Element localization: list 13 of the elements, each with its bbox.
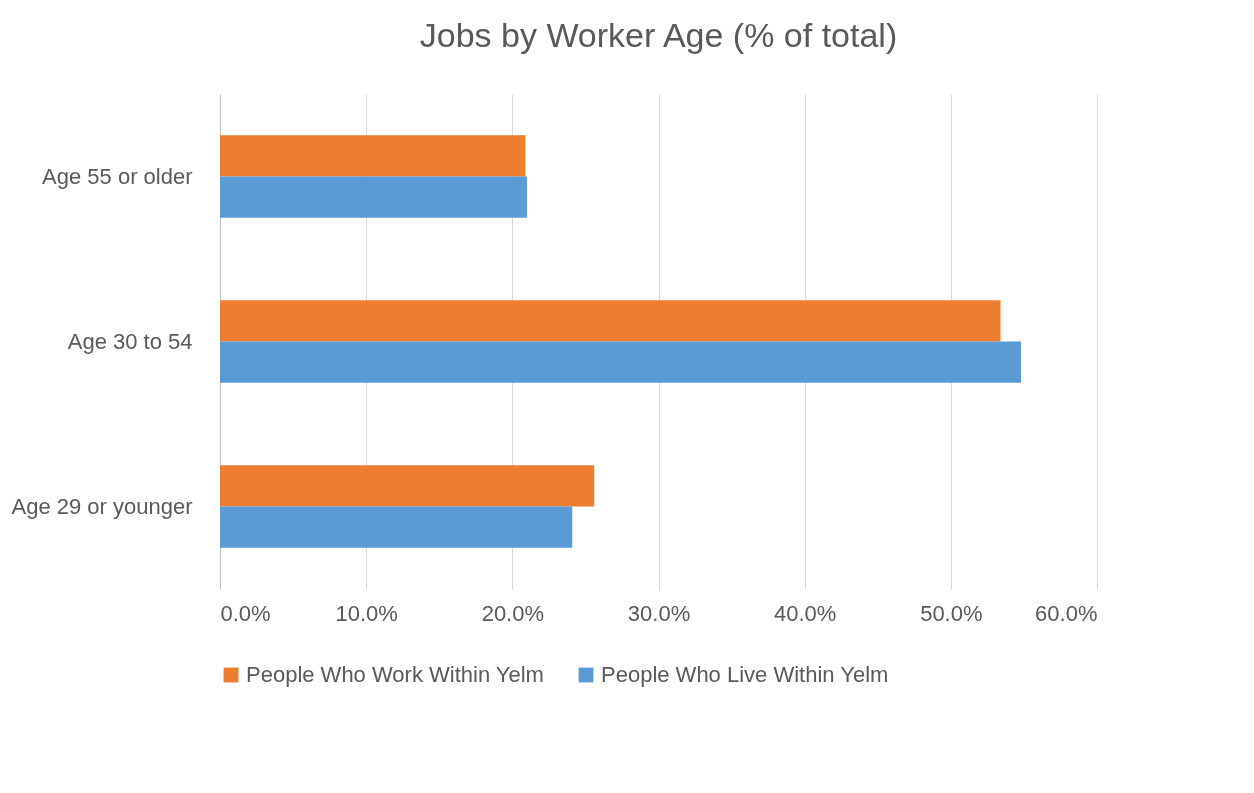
x-tick-label: 0.0% xyxy=(220,600,271,626)
x-tick-label: 10.0% xyxy=(335,600,398,626)
legend-label: People Who Live Within Yelm xyxy=(601,662,889,687)
y-tick-label: Age 55 or older xyxy=(42,163,193,189)
y-tick-label: Age 30 to 54 xyxy=(67,328,193,354)
x-tick-label: 60.0% xyxy=(1035,600,1098,626)
y-tick-label: Age 29 or younger xyxy=(11,493,193,519)
x-tick-label: 50.0% xyxy=(920,600,983,626)
chart-title: Jobs by Worker Age (% of total) xyxy=(419,16,898,54)
x-tick-label: 20.0% xyxy=(481,600,545,626)
x-tick-label: 30.0% xyxy=(627,600,691,626)
legend-label: People Who Work Within Yelm xyxy=(246,662,544,687)
x-tick-label: 40.0% xyxy=(773,600,837,626)
